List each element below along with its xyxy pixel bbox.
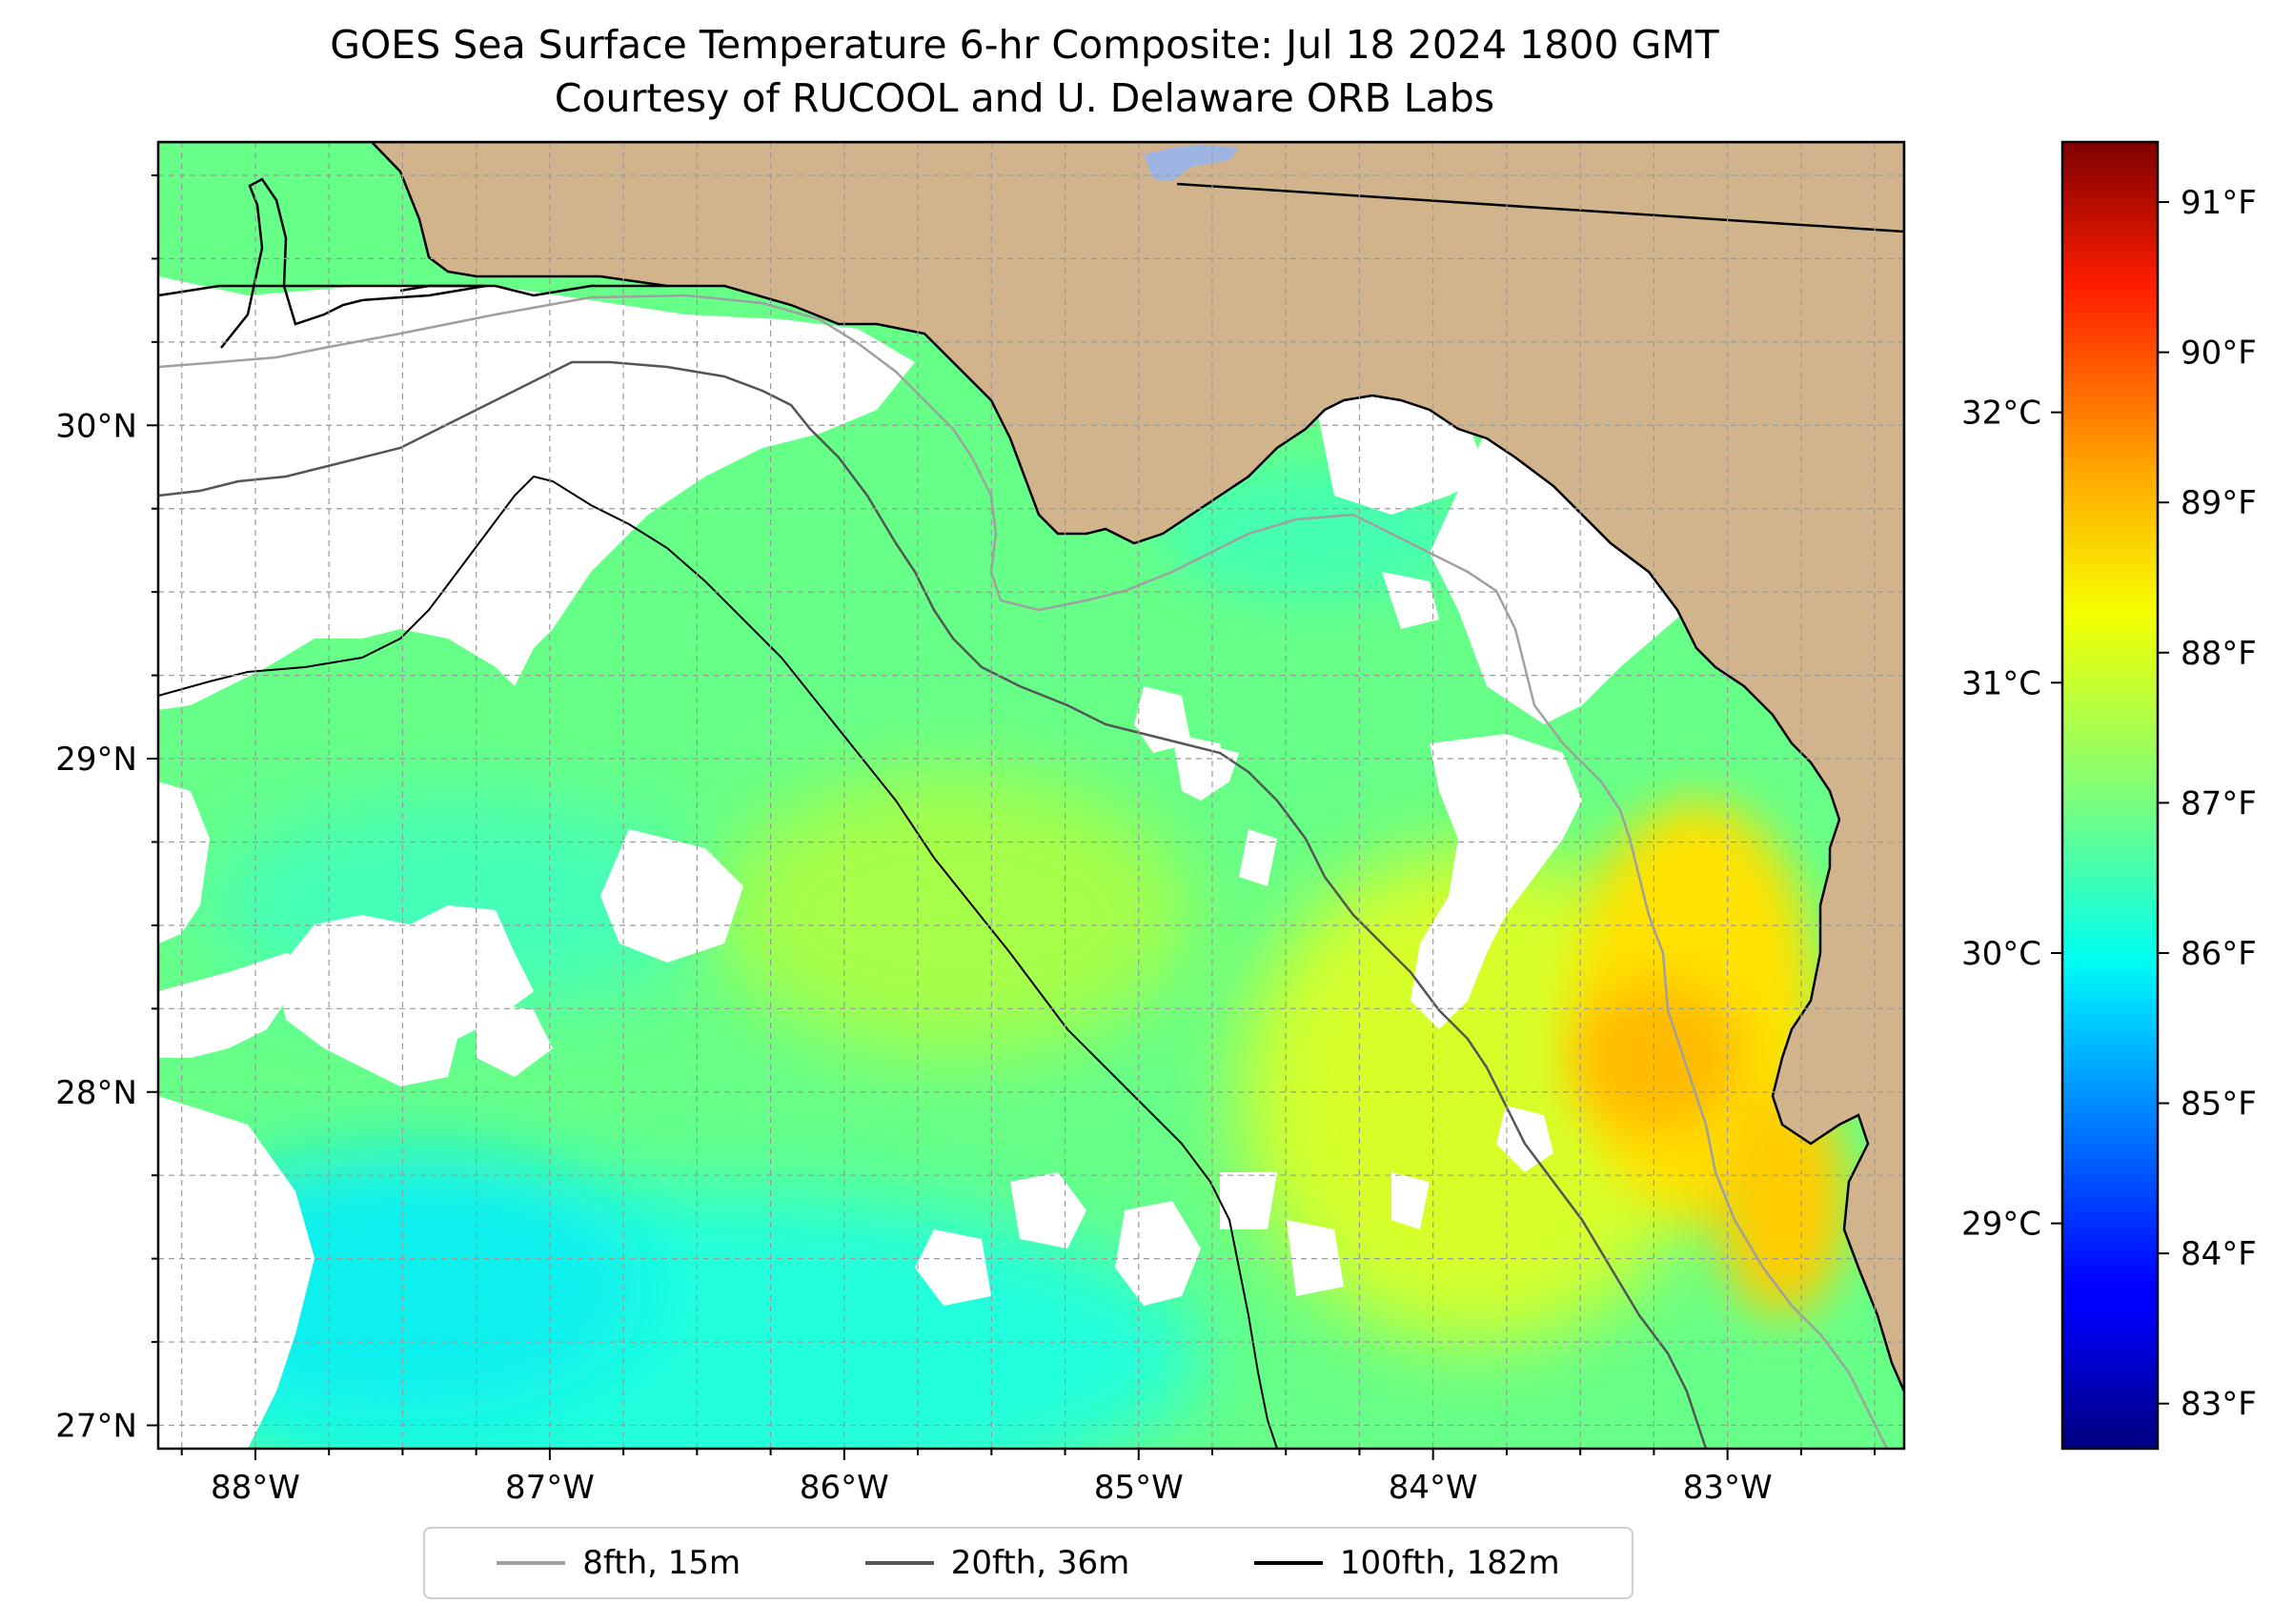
colorbar-celsius-ticks: 29°C 30°C 31°C 32°C xyxy=(1961,395,2062,1244)
contour-20fth-36m xyxy=(158,360,1708,1449)
legend-label: 100fth, 182m xyxy=(1339,1544,1560,1582)
colorbar-f-label: 90°F xyxy=(2181,335,2257,373)
legend-entry-8fth: 8fth, 15m xyxy=(497,1544,741,1582)
legend-entry-100fth: 100fth, 182m xyxy=(1253,1544,1560,1582)
legend-swatch xyxy=(497,1561,566,1565)
lon-tick-label: 87°W xyxy=(505,1469,595,1507)
latitude-ticks: 30°N 29°N 28°N 27°N xyxy=(55,173,158,1446)
legend: 8fth, 15m 20fth, 36m 100fth, 182m xyxy=(423,1527,1634,1599)
cloud-no-data xyxy=(158,276,1687,1449)
colorbar-c-label: 31°C xyxy=(1961,664,2041,702)
lon-tick-label: 86°W xyxy=(800,1469,889,1507)
lat-tick-label: 30°N xyxy=(55,407,137,445)
lon-tick-label: 84°W xyxy=(1389,1469,1478,1507)
colorbar-f-label: 87°F xyxy=(2181,784,2257,822)
map-area xyxy=(158,142,1904,1449)
colorbar-f-label: 86°F xyxy=(2181,935,2257,973)
map-subtitle: Courtesy of RUCOOL and U. Delaware ORB L… xyxy=(554,75,1495,121)
legend-label: 20fth, 36m xyxy=(950,1544,1130,1582)
legend-label: 8fth, 15m xyxy=(582,1544,741,1582)
mobile-bay-shoreline xyxy=(220,177,487,349)
state-border xyxy=(1176,182,1904,233)
colorbar-f-label: 88°F xyxy=(2181,635,2257,673)
colorbar-c-label: 32°C xyxy=(1961,395,2041,433)
colorbar-f-label: 91°F xyxy=(2181,184,2257,222)
lon-tick-label: 83°W xyxy=(1683,1469,1773,1507)
legend-entry-20fth: 20fth, 36m xyxy=(864,1544,1130,1582)
lat-tick-label: 28°N xyxy=(55,1074,137,1112)
colorbar-f-label: 85°F xyxy=(2181,1086,2257,1124)
lake-seminole xyxy=(1144,145,1239,181)
land-florida-alabama xyxy=(158,142,1904,1392)
colorbar-c-label: 30°C xyxy=(1961,935,2041,973)
lon-tick-label: 88°W xyxy=(211,1469,300,1507)
colorbar-f-label: 89°F xyxy=(2181,484,2257,522)
legend-swatch xyxy=(1253,1561,1323,1565)
contour-8fth-15m xyxy=(158,294,1889,1449)
gridlines xyxy=(158,142,1904,1449)
gulf-coast-shoreline xyxy=(158,284,667,297)
colorbar xyxy=(2060,140,2160,1451)
colorbar-c-label: 29°C xyxy=(1961,1206,2041,1244)
contour-100fth-182m xyxy=(158,475,1278,1449)
legend-swatch xyxy=(864,1561,934,1565)
colorbar-f-label: 84°F xyxy=(2181,1235,2257,1273)
map-title: GOES Sea Surface Temperature 6-hr Compos… xyxy=(330,22,1719,68)
longitude-ticks: 88°W 87°W 86°W 85°W 84°W 83°W xyxy=(180,1449,1877,1507)
lat-tick-label: 27°N xyxy=(55,1408,137,1446)
lon-tick-label: 85°W xyxy=(1094,1469,1184,1507)
lat-tick-label: 29°N xyxy=(55,741,137,779)
map-frame xyxy=(156,140,1906,1451)
colorbar-fahrenheit-ticks: 83°F 84°F 85°F 86°F 87°F 88°F 89°F 90°F 91°F xyxy=(2158,184,2257,1424)
colorbar-f-label: 83°F xyxy=(2181,1386,2257,1424)
